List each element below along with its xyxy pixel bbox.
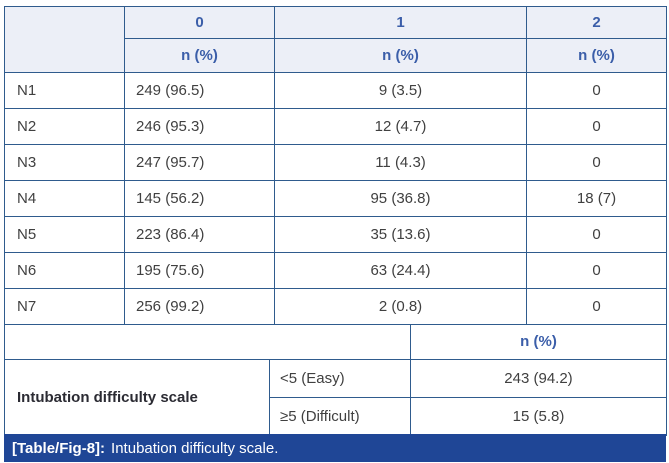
caption-text: Intubation difficulty scale. [111, 439, 279, 457]
table-row: N2 246 (95.3) 12 (4.7) 0 [4, 108, 667, 145]
table-row: N7 256 (99.2) 2 (0.8) 0 [4, 288, 667, 325]
column-header-0: 0 [124, 6, 275, 39]
table-figure: 0 1 2 n (%) n (%) n (%) N1 249 (96.5) 9 … [4, 6, 667, 462]
data-cell: 0 [526, 252, 667, 289]
data-cell: 12 (4.7) [274, 108, 527, 145]
data-cell: 247 (95.7) [124, 144, 275, 181]
data-cell: 145 (56.2) [124, 180, 275, 217]
category-cell: <5 (Easy) [269, 358, 411, 398]
data-cell: 0 [526, 288, 667, 325]
data-cell: 246 (95.3) [124, 108, 275, 145]
data-cell: 9 (3.5) [274, 72, 527, 109]
table-row: N1 249 (96.5) 9 (3.5) 0 [4, 72, 667, 109]
ids-summary-table: n (%) Intubation difficulty scale <5 (Ea… [4, 323, 667, 436]
empty-cell [4, 323, 411, 360]
data-cell: 256 (99.2) [124, 288, 275, 325]
summary-header-row: n (%) [4, 323, 667, 360]
data-cell: 2 (0.8) [274, 288, 527, 325]
subheader-n-pct-2: n (%) [526, 38, 667, 73]
summary-n-pct-header: n (%) [410, 323, 667, 360]
data-cell: 95 (36.8) [274, 180, 527, 217]
figure-caption: [Table/Fig-8]: Intubation difficulty sca… [4, 434, 666, 462]
row-label: N7 [4, 288, 125, 325]
data-cell: 223 (86.4) [124, 216, 275, 253]
data-cell: 0 [526, 144, 667, 181]
subheader-n-pct-1: n (%) [274, 38, 527, 73]
data-cell: 35 (13.6) [274, 216, 527, 253]
data-cell: 0 [526, 108, 667, 145]
data-cell: 18 (7) [526, 180, 667, 217]
subheader-row: n (%) n (%) n (%) [5, 38, 667, 73]
scale-label: Intubation difficulty scale [4, 358, 270, 436]
data-cell: 249 (96.5) [124, 72, 275, 109]
column-header-1: 1 [274, 6, 527, 39]
row-label: N3 [4, 144, 125, 181]
value-cell: 243 (94.2) [410, 358, 667, 398]
table-row: N4 145 (56.2) 95 (36.8) 18 (7) [4, 180, 667, 217]
row-label: N4 [4, 180, 125, 217]
nerve-score-table: 0 1 2 n (%) n (%) n (%) N1 249 (96.5) 9 … [4, 6, 667, 325]
caption-tag: [Table/Fig-8]: [12, 439, 106, 457]
data-cell: 63 (24.4) [274, 252, 527, 289]
table-row: Intubation difficulty scale <5 (Easy) 24… [4, 358, 667, 436]
data-cell: 11 (4.3) [274, 144, 527, 181]
data-cell: 195 (75.6) [124, 252, 275, 289]
table-row: ≥5 (Difficult) 15 (5.8) [5, 396, 667, 436]
subheader-n-pct-0: n (%) [124, 38, 275, 73]
corner-cell [4, 6, 125, 73]
table-row: N3 247 (95.7) 11 (4.3) 0 [4, 144, 667, 181]
row-label: N1 [4, 72, 125, 109]
table-row: N5 223 (86.4) 35 (13.6) 0 [4, 216, 667, 253]
row-label: N6 [4, 252, 125, 289]
data-cell: 0 [526, 216, 667, 253]
value-cell: 15 (5.8) [410, 396, 667, 436]
row-label: N5 [4, 216, 125, 253]
table-row: N6 195 (75.6) 63 (24.4) 0 [4, 252, 667, 289]
row-label: N2 [4, 108, 125, 145]
column-header-2: 2 [526, 6, 667, 39]
category-cell: ≥5 (Difficult) [269, 396, 411, 436]
data-cell: 0 [526, 72, 667, 109]
column-header-row: 0 1 2 [4, 6, 667, 73]
